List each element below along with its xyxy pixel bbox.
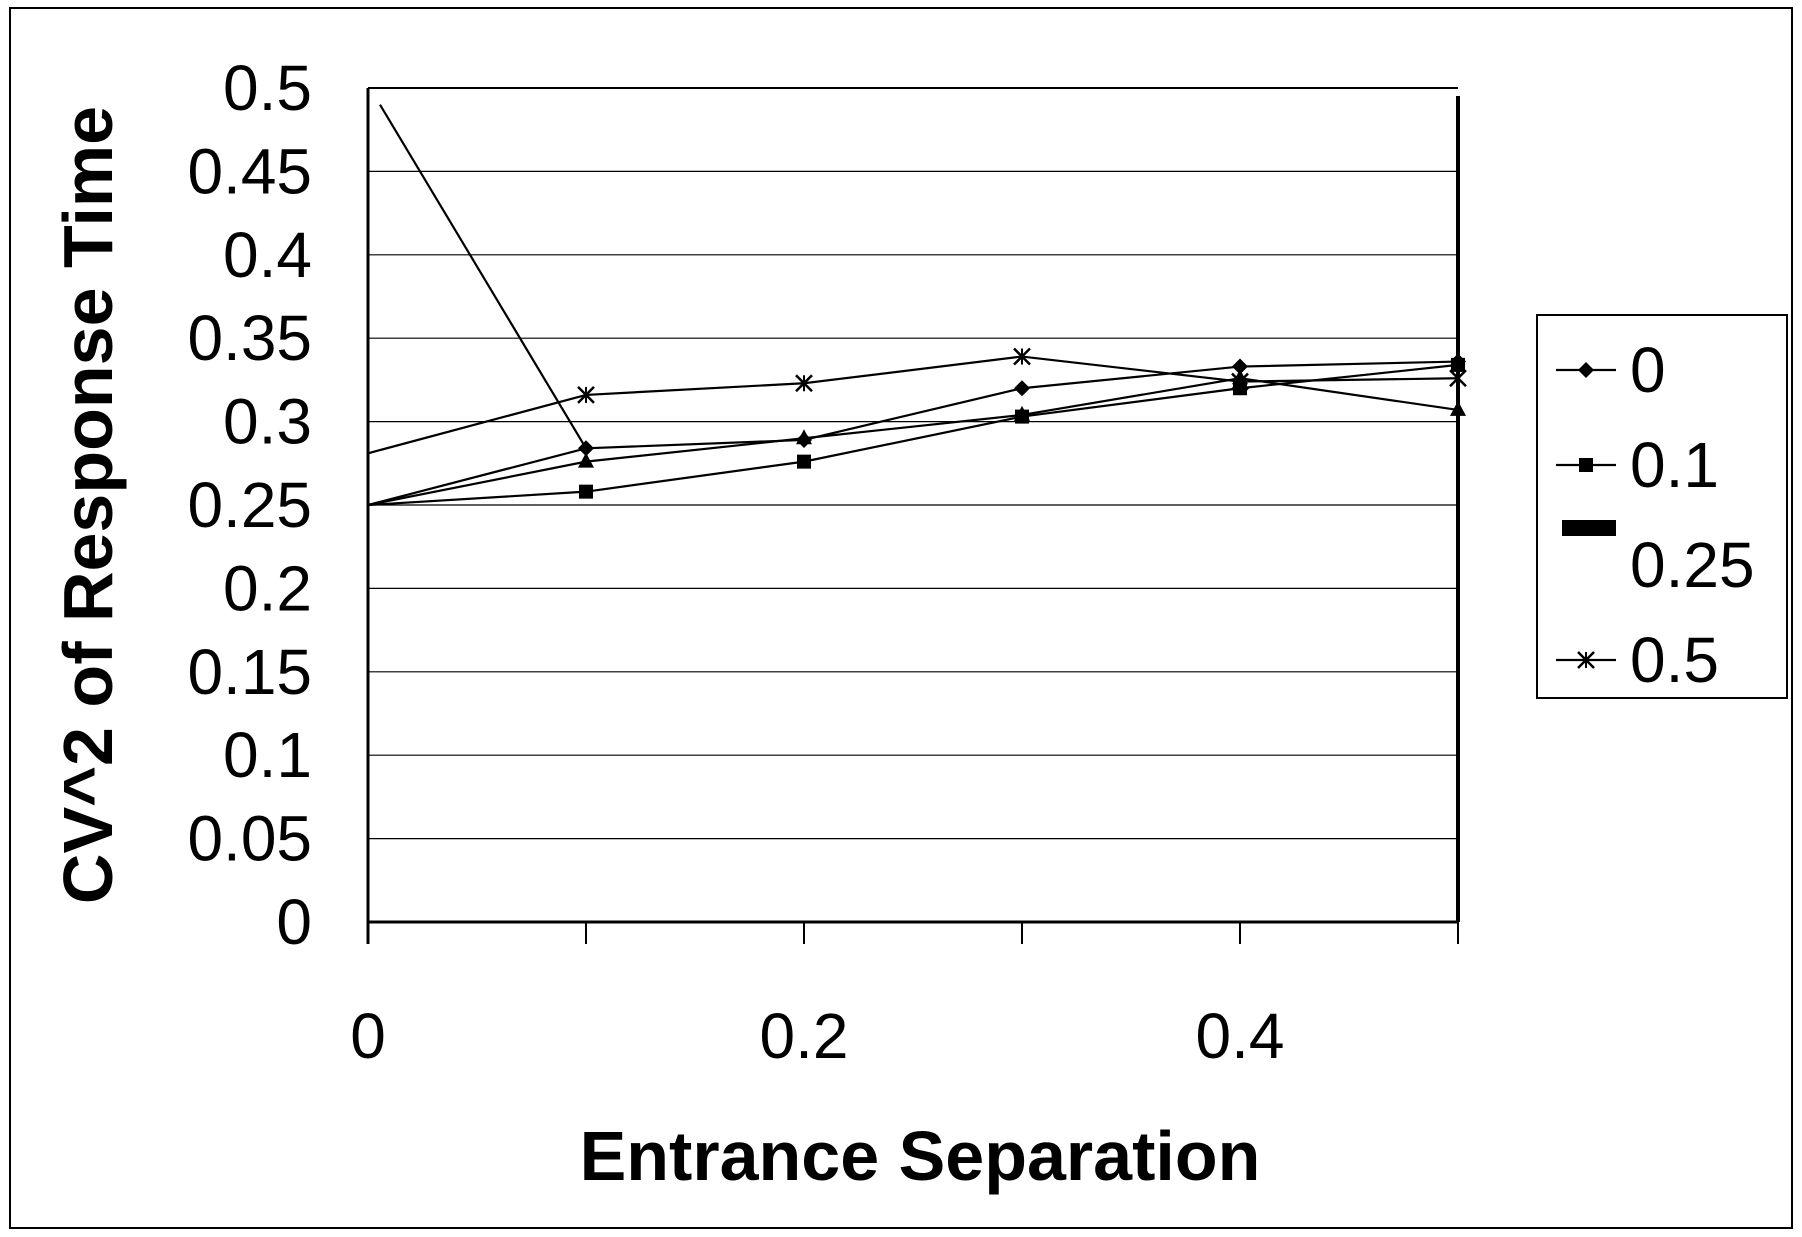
legend-marker xyxy=(1579,458,1593,472)
series-line-0.5 xyxy=(367,355,1459,455)
y-tick-label: 0.1 xyxy=(223,719,312,791)
data-point-0 xyxy=(578,440,594,457)
series-line-0.25 xyxy=(367,377,1459,507)
y-tick-label: 0.25 xyxy=(187,469,312,541)
y-tick-label: 0.15 xyxy=(187,636,312,708)
x-tick-labels: 0 0.2 0.4 xyxy=(350,1000,1284,1072)
y-axis-title: CV^2 of Response Time xyxy=(49,106,127,904)
series-line-0 xyxy=(367,360,1459,507)
y-tick-label: 0.05 xyxy=(187,803,312,875)
y-tick-label: 0.5 xyxy=(223,52,312,124)
legend: 0 0.1 0.25 0.5 xyxy=(1536,314,1788,699)
y-tick-label: 0.4 xyxy=(223,219,312,291)
legend-swatch xyxy=(1562,520,1616,536)
axes xyxy=(366,87,1460,944)
x-tick-label: 0.2 xyxy=(760,1000,849,1072)
y-tick-labels: 0 0.05 0.1 0.15 0.2 0.25 0.3 0.35 0.4 0.45 0.5 xyxy=(187,52,312,958)
y-tick-label: 0.3 xyxy=(223,386,312,458)
data-point-0.5 xyxy=(1013,347,1031,366)
data-point-0.5 xyxy=(577,386,595,404)
data-point-0.25 xyxy=(796,429,812,445)
legend-item-0.25: 0.25 xyxy=(1562,520,1755,601)
data-point-0.1 xyxy=(579,484,593,499)
legend-item-0: 0 xyxy=(1556,334,1666,406)
x-axis-title: Entrance Separation xyxy=(580,1117,1261,1195)
data-point-0.1 xyxy=(797,454,811,469)
legend-marker xyxy=(1577,651,1595,669)
series-line-segment xyxy=(379,104,587,449)
y-tick-label: 0.35 xyxy=(187,302,312,374)
y-tick-label: 0.2 xyxy=(223,552,312,624)
data-point-0.25 xyxy=(1014,405,1030,421)
y-tick-label: 0 xyxy=(276,886,312,958)
data-point-0.5 xyxy=(795,374,813,393)
legend-item-0.1: 0.1 xyxy=(1556,429,1719,501)
data-point-0.5 xyxy=(1231,372,1249,391)
x-tick-label: 0.4 xyxy=(1196,1000,1285,1072)
legend-label: 0.5 xyxy=(1630,624,1719,696)
chart-border xyxy=(9,7,1793,1229)
x-tick-label: 0 xyxy=(350,1000,386,1072)
legend-box xyxy=(1536,314,1788,699)
legend-item-0.5: 0.5 xyxy=(1556,624,1719,696)
data-point-0 xyxy=(1232,358,1248,375)
series-lines xyxy=(367,104,1459,507)
data-point-0.25 xyxy=(578,452,594,468)
legend-label: 0 xyxy=(1630,334,1666,406)
data-point-0.1 xyxy=(1451,357,1465,372)
legend-marker xyxy=(1578,362,1594,378)
series-markers xyxy=(577,347,1467,499)
y-tick-label: 0.45 xyxy=(187,135,312,207)
data-point-0.5 xyxy=(1449,369,1467,388)
data-point-0.25 xyxy=(1450,400,1466,416)
legend-label: 0.1 xyxy=(1630,429,1719,501)
legend-label: 0.25 xyxy=(1630,529,1755,601)
data-point-0 xyxy=(1014,380,1030,397)
